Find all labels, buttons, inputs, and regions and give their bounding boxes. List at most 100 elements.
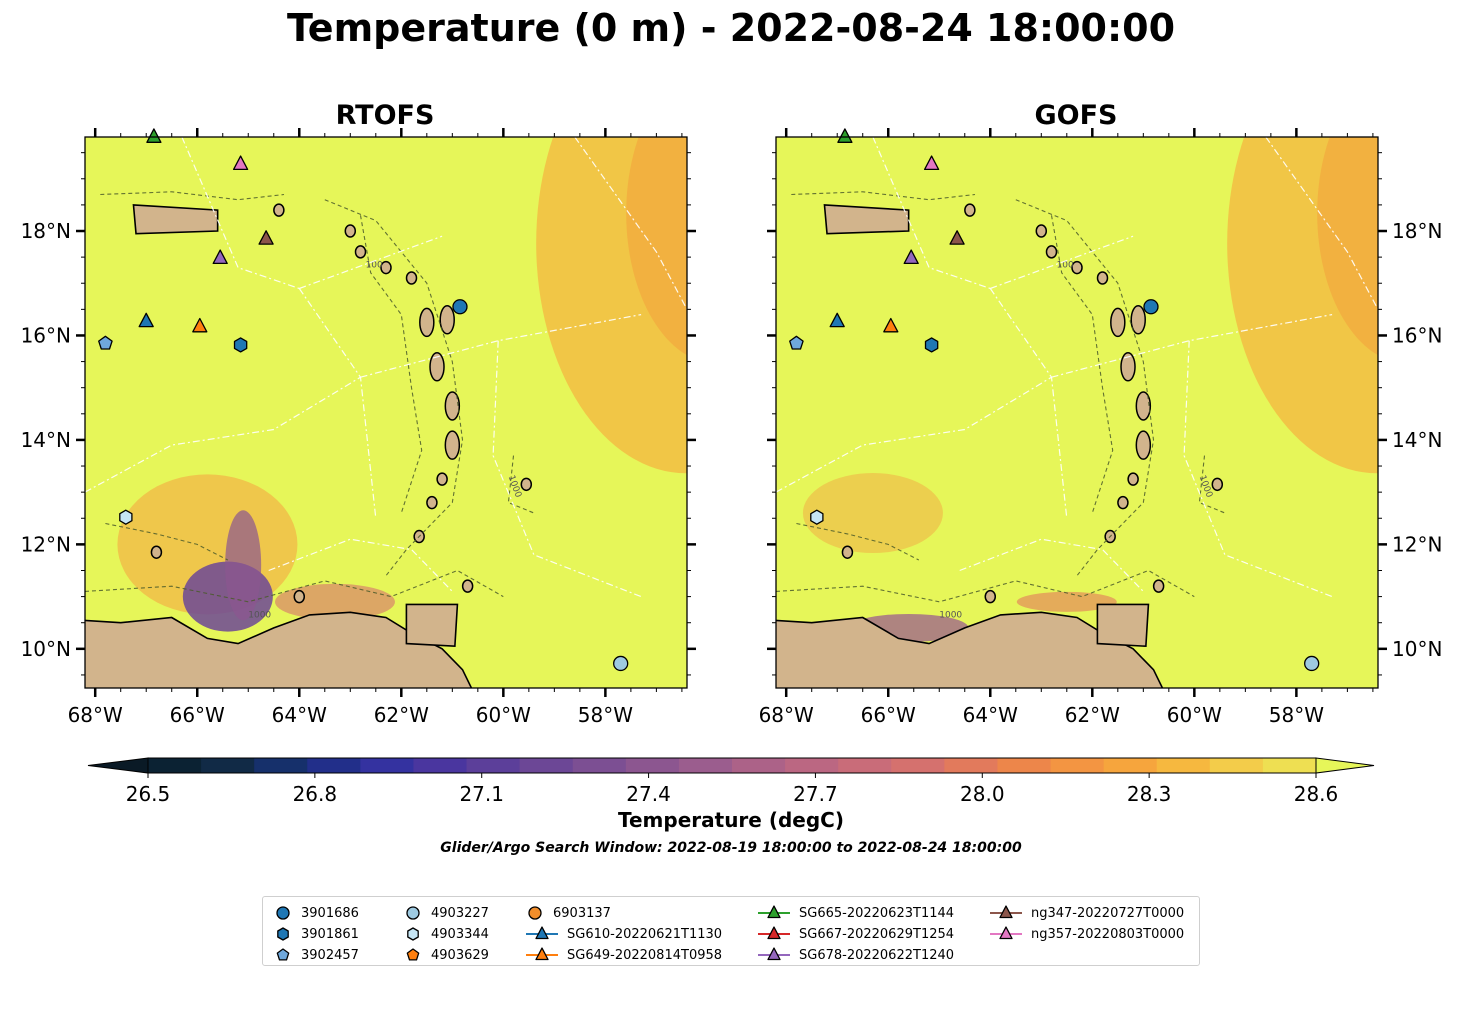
colorbar-tick-label: 28.6	[1294, 782, 1339, 806]
colorbar-under-extend	[87, 757, 149, 774]
legend-marker	[767, 905, 781, 919]
observation-marker-4903344	[810, 509, 824, 525]
island	[444, 391, 461, 421]
legend-item-4903227: 4903227	[403, 903, 489, 923]
legend-label: SG665-20220623T1144	[799, 905, 955, 921]
eez-boundary	[492, 340, 642, 598]
lat-tick-label: 16°N	[1392, 323, 1442, 347]
island	[1127, 472, 1139, 486]
island	[841, 545, 854, 559]
legend-marker-icon	[990, 926, 1022, 940]
legend-marker-icon	[526, 947, 558, 961]
legend-label: 3902457	[301, 947, 359, 963]
coastal-cool-band	[274, 583, 395, 620]
bathymetry-contour	[1015, 199, 1155, 577]
legend-item-SG667-20220629T1254: SG667-20220629T1254	[757, 924, 954, 944]
legend-item-4903344: 4903344	[403, 924, 489, 944]
colorbar-segment	[307, 758, 361, 773]
island	[1117, 495, 1129, 510]
bathymetry-contour	[85, 569, 504, 603]
lat-tick-label: 12°N	[1392, 532, 1442, 556]
search-window-text: Glider/Argo Search Window: 2022-08-19 18…	[440, 840, 1022, 856]
island	[1130, 305, 1146, 335]
legend-label: 6903137	[553, 905, 611, 921]
island	[1110, 307, 1126, 338]
observation-marker-ng347-20220727T0000	[258, 230, 274, 245]
colorbar-segment	[838, 758, 892, 773]
legend-item-SG649-20220814T0958: SG649-20220814T0958	[525, 945, 722, 965]
colorbar-tick-label: 27.7	[793, 782, 838, 806]
island	[964, 203, 976, 217]
island	[1120, 352, 1136, 382]
observation-marker-3901861	[233, 337, 248, 353]
puerto-rico-landmass	[823, 204, 910, 235]
legend-marker	[535, 926, 549, 940]
lat-tick-label: 10°N	[21, 637, 71, 661]
observation-marker-SG610-20220621T1130	[829, 312, 845, 328]
legend-marker	[535, 947, 549, 961]
legend-marker	[767, 926, 781, 940]
eez-boundary	[1265, 137, 1378, 310]
lon-tick-label: 64°W	[272, 703, 327, 727]
legend-marker	[528, 906, 542, 920]
legend-marker-icon	[277, 927, 289, 941]
observation-marker-SG678-20220622T1240	[903, 249, 919, 265]
lon-tick-label: 68°W	[68, 703, 123, 727]
legend-label: 4903344	[431, 926, 489, 942]
colorbar-segment	[732, 758, 786, 773]
bathymetry-contour	[507, 455, 535, 514]
map-frame	[775, 136, 1379, 689]
eez-boundary	[299, 235, 443, 290]
figure-title: Temperature (0 m) - 2022-08-24 18:00:00	[286, 6, 1176, 50]
eez-boundary	[574, 137, 687, 310]
colorbar-frame	[147, 757, 1317, 774]
legend-marker-icon	[526, 926, 558, 940]
south-america-landmass	[776, 611, 1164, 688]
island	[380, 260, 392, 275]
legend-label: 3901686	[301, 905, 359, 921]
bathymetry-contour	[359, 215, 423, 514]
legend-label: SG678-20220622T1240	[799, 947, 955, 963]
observation-marker-SG610-20220621T1130	[138, 312, 154, 328]
puerto-rico-landmass	[132, 204, 219, 235]
lat-tick-label: 16°N	[21, 323, 71, 347]
island	[461, 579, 474, 593]
lon-tick-label: 64°W	[963, 703, 1018, 727]
island	[1096, 271, 1109, 285]
legend: 3901686 3901861 3902457 4903227 4903344 49036…	[262, 896, 1200, 966]
colorbar-segment	[201, 758, 255, 773]
contour-label: 1000	[939, 610, 962, 620]
bathymetry-contour	[105, 522, 229, 561]
island	[429, 352, 445, 382]
island	[436, 472, 448, 486]
bathymetry-contour	[796, 522, 920, 561]
island	[405, 271, 418, 285]
legend-label: 4903629	[431, 947, 489, 963]
panel-title-rtofs: RTOFS	[335, 100, 435, 131]
colorbar-segment	[678, 758, 733, 773]
legend-label: SG649-20220814T0958	[567, 947, 723, 963]
legend-marker-icon	[990, 905, 1022, 919]
island	[444, 430, 461, 460]
colorbar-label: Temperature (degC)	[618, 808, 844, 832]
colorbar-tick-label: 26.5	[126, 782, 171, 806]
colorbar-segment	[1209, 758, 1264, 773]
legend-marker	[276, 948, 290, 961]
legend-item-SG678-20220622T1240: SG678-20220622T1240	[757, 945, 954, 965]
colorbar-segment	[944, 758, 998, 773]
eez-boundary	[181, 137, 300, 290]
lat-tick-label: 14°N	[21, 428, 71, 452]
upwelling-filament	[225, 510, 262, 621]
legend-label: 3901861	[301, 926, 359, 942]
island	[344, 224, 357, 238]
eez-boundary	[85, 376, 361, 493]
lat-tick-label: 18°N	[21, 219, 71, 243]
legend-item-3901686: 3901686	[273, 903, 359, 923]
island	[1135, 430, 1152, 460]
observation-marker-4903227	[613, 655, 629, 672]
observation-marker-3901686	[1143, 299, 1159, 315]
warm-sst-core	[626, 137, 687, 356]
observation-marker-3902457	[789, 335, 804, 350]
